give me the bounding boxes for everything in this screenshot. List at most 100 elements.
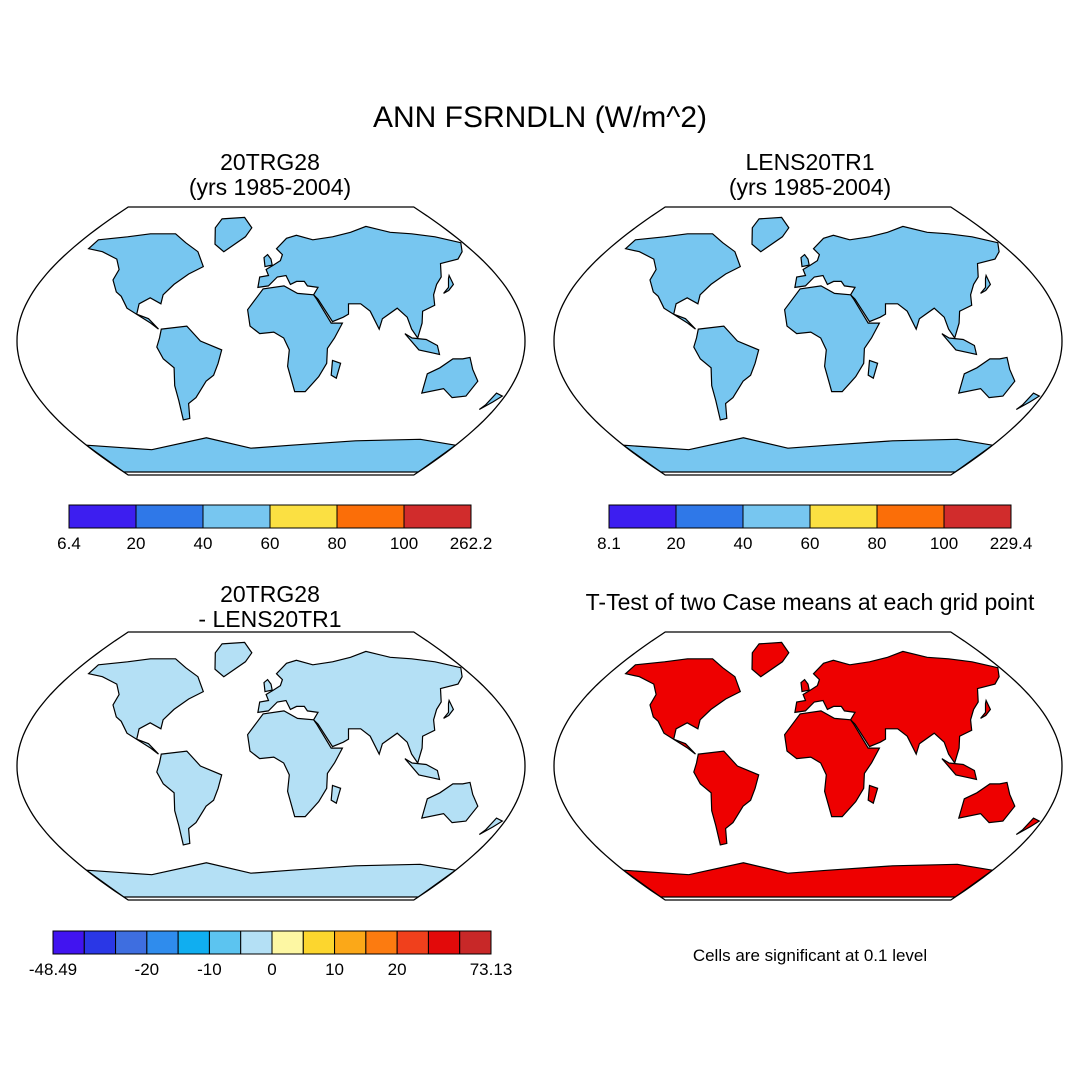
landmass-greenland: [214, 641, 253, 678]
colorbar-box-5: [943, 504, 1012, 529]
panel4-title: T-Test of two Case means at each grid po…: [540, 590, 1080, 615]
colorbar-box-1: [135, 504, 204, 529]
landmass-uk: [800, 253, 810, 268]
colorbar-tick-label: 73.13: [469, 960, 513, 979]
map-panel-3: [16, 631, 526, 901]
colorbar-box-6: [240, 930, 273, 955]
colorbar-box-12: [427, 930, 461, 955]
colorbar-tick-label: 8.1: [597, 534, 621, 553]
colorbar-box-2: [202, 504, 271, 529]
panel3-title-line1: 20TRG28: [220, 581, 320, 607]
colorbar-box-13: [459, 930, 492, 955]
colorbar-tick-label: 20: [666, 534, 686, 553]
landmass-northAmerica: [87, 233, 205, 330]
landmass-australia: [957, 781, 1016, 824]
colorbar-tick-label: 80: [867, 534, 887, 553]
colorbar-tick-label: 80: [327, 534, 347, 553]
map-panel-1: [16, 206, 526, 476]
panel2-title: LENS20TR1 (yrs 1985-2004): [540, 150, 1080, 200]
landmass-antarctica: [84, 862, 458, 898]
colorbar-tick-label: 229.4: [989, 534, 1033, 553]
landmass-eurasia: [794, 650, 1000, 765]
landmass-southAmerica: [693, 325, 760, 421]
panel4-title-text: T-Test of two Case means at each grid po…: [585, 589, 1035, 615]
colorbar-tick-label: 20: [387, 960, 407, 979]
landmass-madagascar: [330, 784, 342, 805]
landmass-newZealand: [478, 817, 504, 836]
colorbar-tick-label: 60: [260, 534, 280, 553]
colorbar-box-9: [334, 930, 367, 955]
landmass-southAmerica: [156, 750, 223, 846]
landmass-africa: [783, 285, 881, 393]
map-border: [16, 206, 526, 476]
colorbar-panel-3: [52, 930, 492, 955]
colorbar-box-5: [208, 930, 242, 955]
panel1-title-line2: (yrs 1985-2004): [188, 174, 352, 200]
colorbar-tick-label: 40: [193, 534, 213, 553]
colorbar-tick-label: 0: [267, 960, 277, 979]
landmass-eurasia: [794, 225, 1000, 340]
colorbar-tick-label: -10: [197, 960, 222, 979]
colorbar-box-2: [742, 504, 811, 529]
colorbar-panel-1: [68, 504, 472, 529]
landmass-uk: [800, 678, 810, 693]
landmass-japan: [980, 698, 992, 719]
panel3-title: 20TRG28 - LENS20TR1: [0, 582, 540, 632]
colorbar-box-3: [146, 930, 179, 955]
colorbar-tick-label: 6.4: [57, 534, 81, 553]
significance-note: Cells are significant at 0.1 level: [692, 946, 928, 965]
colorbar-tick-label: 20: [126, 534, 146, 553]
colorbar-tick-label: 262.2: [449, 534, 493, 553]
colorbar-box-0: [68, 504, 137, 529]
landmass-indonesia: [404, 333, 441, 356]
landmass-northAmerica: [624, 658, 742, 755]
panel2-title-line2: (yrs 1985-2004): [728, 174, 892, 200]
landmass-japan: [443, 273, 455, 294]
colorbar-box-3: [809, 504, 878, 529]
landmass-australia: [957, 356, 1016, 399]
landmass-africa: [246, 285, 344, 393]
landmass-australia: [420, 781, 479, 824]
landmass-madagascar: [867, 359, 879, 380]
landmass-greenland: [214, 216, 253, 253]
colorbar-tick-label: 60: [800, 534, 820, 553]
colorbar-tick-label: 100: [389, 534, 419, 553]
panel1-title-line1: 20TRG28: [220, 149, 320, 175]
panel1-title: 20TRG28 (yrs 1985-2004): [0, 150, 540, 200]
colorbar-box-10: [365, 930, 398, 955]
colorbar-tick-label: -20: [134, 960, 160, 979]
landmass-japan: [443, 698, 455, 719]
colorbar-box-5: [403, 504, 472, 529]
map-panel-4: [553, 631, 1063, 901]
landmass-eurasia: [257, 650, 463, 765]
colorbar-box-0: [52, 930, 85, 955]
landmass-madagascar: [330, 359, 342, 380]
map-border: [16, 631, 526, 901]
landmass-uk: [263, 253, 273, 268]
landmass-southAmerica: [693, 750, 760, 846]
colorbar-box-2: [115, 930, 148, 955]
colorbar-tick-label: -48.49: [28, 960, 78, 979]
panel3-title-line2: - LENS20TR1: [198, 606, 342, 632]
colorbar-box-7: [271, 930, 304, 955]
colorbar-tick-label: 10: [325, 960, 345, 979]
colorbar-panel-2: [608, 504, 1012, 529]
landmass-newZealand: [1015, 817, 1041, 836]
landmass-southAmerica: [156, 325, 223, 421]
page-title: ANN FSRNDLN (W/m^2): [372, 101, 708, 134]
landmass-africa: [246, 710, 344, 818]
colorbar-box-1: [675, 504, 744, 529]
landmass-newZealand: [478, 392, 504, 411]
landmass-newZealand: [1015, 392, 1041, 411]
landmass-northAmerica: [624, 233, 742, 330]
colorbar-box-0: [608, 504, 677, 529]
colorbar-box-11: [396, 930, 429, 955]
colorbar-box-4: [336, 504, 405, 529]
landmass-antarctica: [84, 437, 458, 473]
colorbar-tick-label: 40: [733, 534, 753, 553]
landmass-madagascar: [867, 784, 879, 805]
landmass-uk: [263, 678, 273, 693]
landmass-antarctica: [621, 862, 995, 898]
map-border: [553, 631, 1063, 901]
landmass-indonesia: [941, 758, 978, 781]
